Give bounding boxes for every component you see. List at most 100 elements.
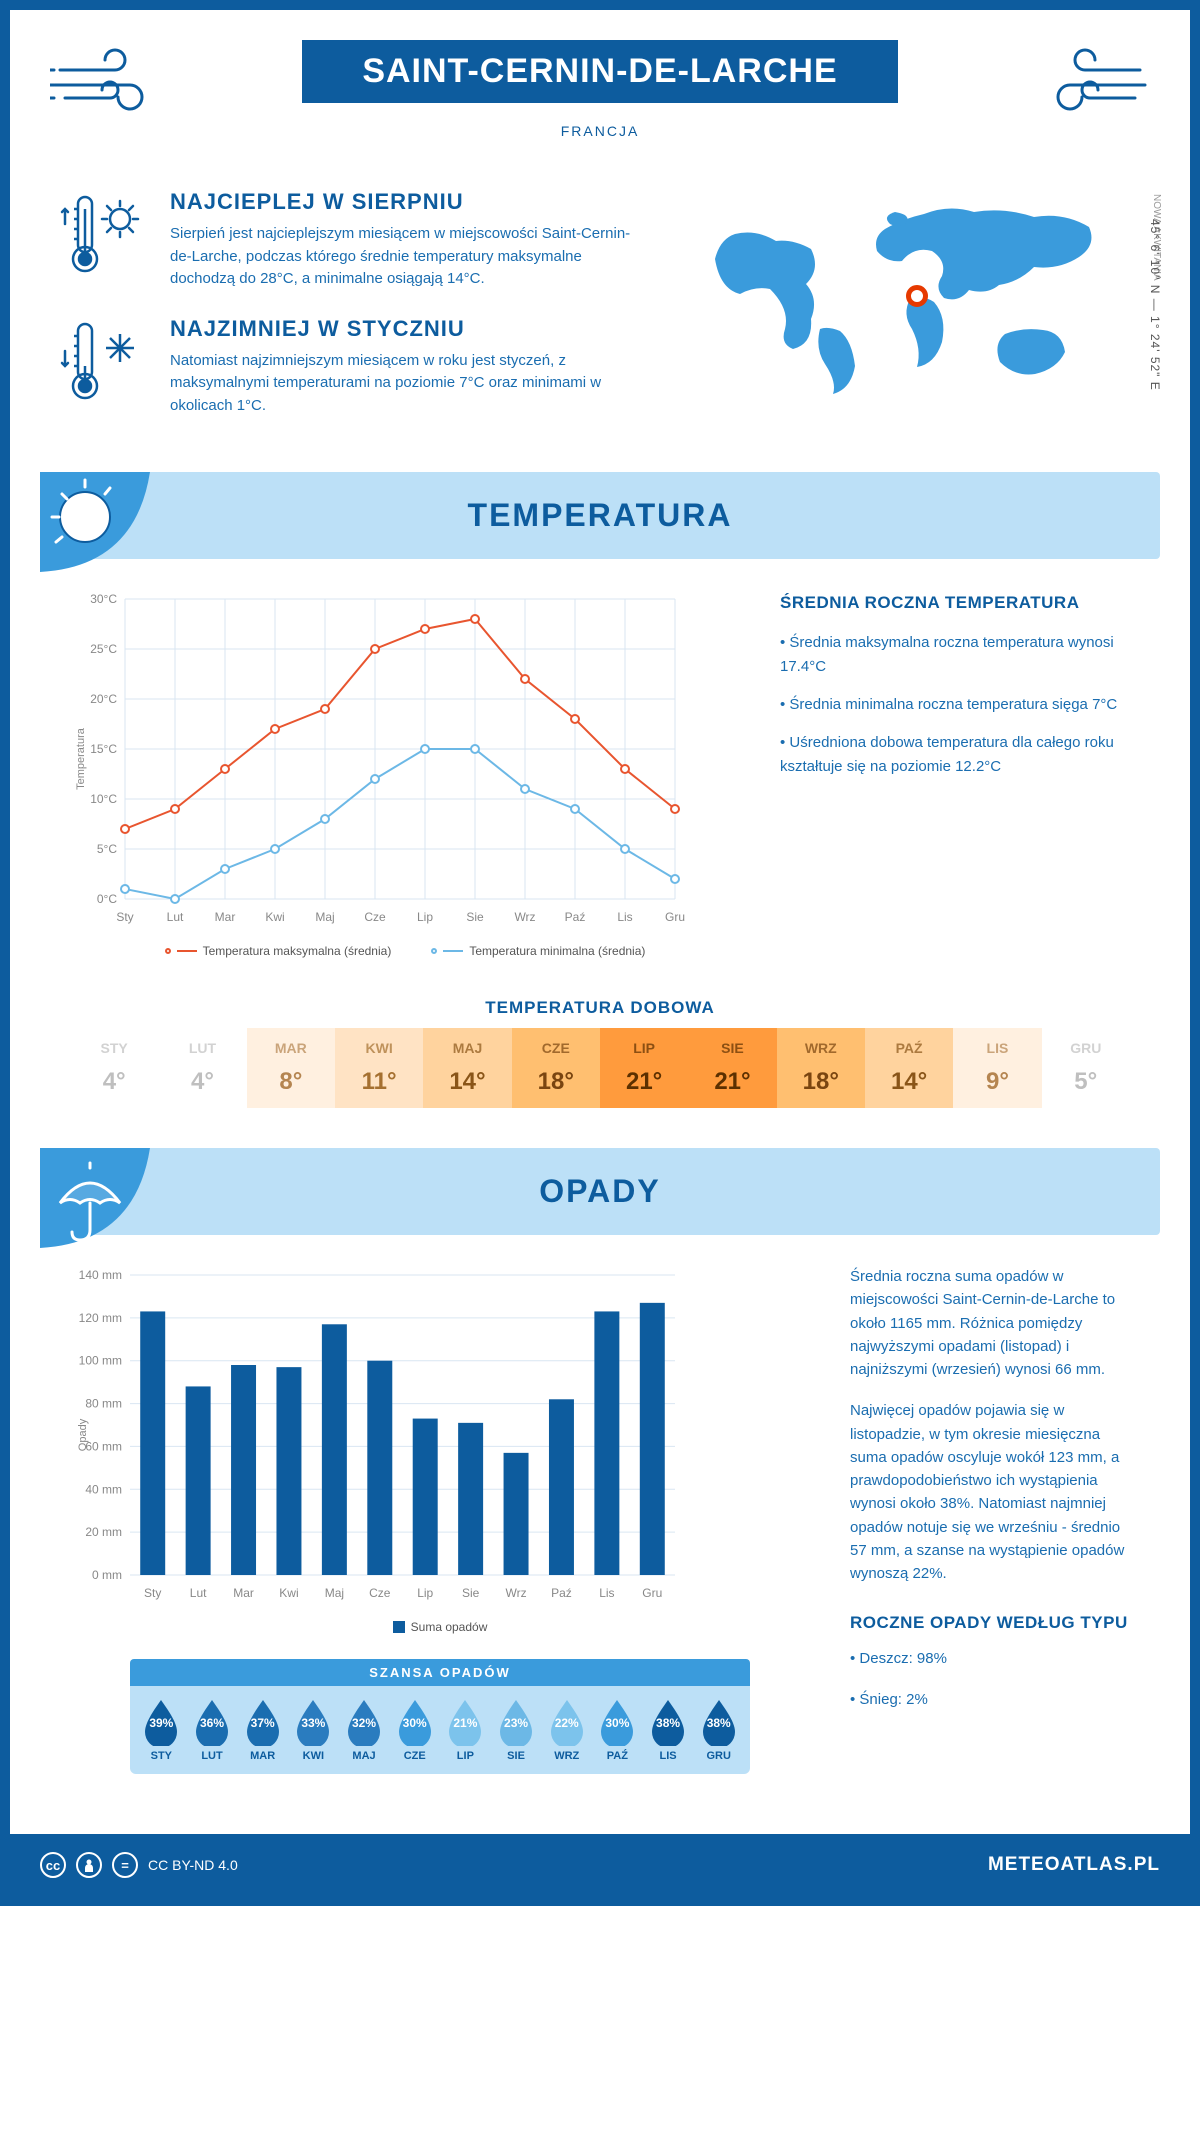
daily-cell: STY4° bbox=[70, 1028, 158, 1108]
bytype-title: ROCZNE OPADY WEDŁUG TYPU bbox=[850, 1610, 1130, 1636]
svg-text:Gru: Gru bbox=[642, 1586, 662, 1600]
svg-text:Cze: Cze bbox=[369, 1586, 391, 1600]
svg-text:20°C: 20°C bbox=[90, 692, 117, 706]
avg-temp-p2: • Średnia minimalna roczna temperatura s… bbox=[780, 693, 1130, 717]
snow-pct: • Śnieg: 2% bbox=[850, 1688, 1130, 1711]
svg-text:5°C: 5°C bbox=[97, 842, 117, 856]
world-map: NOWA AKWITANIA 45° 6' 10" N — 1° 24' 52"… bbox=[690, 189, 1140, 442]
svg-text:20 mm: 20 mm bbox=[85, 1525, 122, 1539]
chance-row: 39%STY36%LUT37%MAR33%KWI32%MAJ30%CZE21%L… bbox=[130, 1686, 750, 1774]
daily-cell: LUT4° bbox=[158, 1028, 246, 1108]
svg-text:Wrz: Wrz bbox=[514, 910, 535, 924]
chance-cell: 37%MAR bbox=[237, 1698, 288, 1762]
daily-cell: WRZ18° bbox=[777, 1028, 865, 1108]
svg-text:40 mm: 40 mm bbox=[85, 1482, 122, 1496]
sun-icon bbox=[40, 472, 150, 582]
chance-cell: 39%STY bbox=[136, 1698, 187, 1762]
svg-text:Paź: Paź bbox=[565, 910, 586, 924]
chance-cell: 21%LIP bbox=[440, 1698, 491, 1762]
svg-text:Lis: Lis bbox=[599, 1586, 614, 1600]
daily-cell: KWI11° bbox=[335, 1028, 423, 1108]
daily-cell: LIS9° bbox=[953, 1028, 1041, 1108]
daily-cell: CZE18° bbox=[512, 1028, 600, 1108]
chance-cell: 33%KWI bbox=[288, 1698, 339, 1762]
precip-p2: Najwięcej opadów pojawia się w listopadz… bbox=[850, 1399, 1130, 1585]
daily-cell: MAJ14° bbox=[423, 1028, 511, 1108]
location-marker-icon bbox=[906, 285, 928, 307]
svg-text:Mar: Mar bbox=[215, 910, 236, 924]
svg-text:Temperatura: Temperatura bbox=[75, 727, 87, 790]
temperature-line-chart: 0°C5°C10°C15°C20°C25°C30°CStyLutMarKwiMa… bbox=[70, 589, 690, 929]
svg-text:Lip: Lip bbox=[417, 1586, 433, 1600]
hottest-text: Sierpień jest najcieplejszym miesiącem w… bbox=[170, 223, 650, 291]
svg-text:Mar: Mar bbox=[233, 1586, 254, 1600]
cc-icon: cc bbox=[40, 1852, 66, 1878]
svg-text:Kwi: Kwi bbox=[279, 1586, 298, 1600]
svg-text:Gru: Gru bbox=[665, 910, 685, 924]
chart-legend: Temperatura maksymalna (średnia) Tempera… bbox=[70, 944, 740, 958]
temperature-section-title: TEMPERATURA bbox=[40, 472, 1160, 559]
hottest-block: NAJCIEPLEJ W SIERPNIU Sierpień jest najc… bbox=[60, 189, 650, 291]
avg-temp-p3: • Uśredniona dobowa temperatura dla całe… bbox=[780, 731, 1130, 779]
svg-text:Paź: Paź bbox=[551, 1586, 572, 1600]
daily-temp-table: STY4°LUT4°MAR8°KWI11°MAJ14°CZE18°LIP21°S… bbox=[70, 1028, 1130, 1108]
avg-temp-p1: • Średnia maksymalna roczna temperatura … bbox=[780, 631, 1130, 679]
thermometer-snow-icon bbox=[60, 316, 150, 406]
umbrella-icon bbox=[40, 1148, 150, 1258]
svg-text:Wrz: Wrz bbox=[505, 1586, 526, 1600]
chance-cell: 38%LIS bbox=[643, 1698, 694, 1762]
site-name: METEOATLAS.PL bbox=[988, 1854, 1160, 1876]
coordinates: 45° 6' 10" N — 1° 24' 52" E bbox=[1148, 219, 1162, 391]
chance-cell: 36%LUT bbox=[187, 1698, 238, 1762]
daily-cell: MAR8° bbox=[247, 1028, 335, 1108]
chance-cell: 22%WRZ bbox=[541, 1698, 592, 1762]
coldest-title: NAJZIMNIEJ W STYCZNIU bbox=[170, 316, 650, 342]
header: SAINT-CERNIN-DE-LARCHE FRANCJA bbox=[10, 10, 1190, 169]
license-text: CC BY-ND 4.0 bbox=[148, 1857, 238, 1873]
avg-temp-title: ŚREDNIA ROCZNA TEMPERATURA bbox=[780, 589, 1130, 616]
svg-text:Sty: Sty bbox=[144, 1586, 161, 1600]
svg-text:0 mm: 0 mm bbox=[92, 1568, 122, 1582]
hottest-title: NAJCIEPLEJ W SIERPNIU bbox=[170, 189, 650, 215]
svg-text:120 mm: 120 mm bbox=[79, 1311, 122, 1325]
thermometer-sun-icon bbox=[60, 189, 150, 279]
daily-temp-title: TEMPERATURA DOBOWA bbox=[10, 998, 1190, 1018]
svg-text:Lip: Lip bbox=[417, 910, 433, 924]
daily-cell: SIE21° bbox=[688, 1028, 776, 1108]
nd-icon: = bbox=[112, 1852, 138, 1878]
svg-text:15°C: 15°C bbox=[90, 742, 117, 756]
wind-icon bbox=[50, 40, 170, 120]
chance-cell: 30%PAŹ bbox=[592, 1698, 643, 1762]
by-icon bbox=[76, 1852, 102, 1878]
svg-text:10°C: 10°C bbox=[90, 792, 117, 806]
chance-title: SZANSA OPADÓW bbox=[130, 1659, 750, 1686]
precip-bar-chart: 0 mm20 mm40 mm60 mm80 mm100 mm120 mm140 … bbox=[70, 1265, 690, 1605]
svg-text:Sty: Sty bbox=[116, 910, 133, 924]
svg-text:Sie: Sie bbox=[462, 1586, 480, 1600]
footer: cc = CC BY-ND 4.0 METEOATLAS.PL bbox=[10, 1834, 1190, 1896]
chance-cell: 38%GRU bbox=[693, 1698, 744, 1762]
daily-cell: PAŹ14° bbox=[865, 1028, 953, 1108]
precip-p1: Średnia roczna suma opadów w miejscowośc… bbox=[850, 1265, 1130, 1381]
svg-text:Lut: Lut bbox=[167, 910, 184, 924]
chart-legend: Suma opadów bbox=[70, 1620, 810, 1634]
svg-text:140 mm: 140 mm bbox=[79, 1268, 122, 1282]
precip-section-title: OPADY bbox=[40, 1148, 1160, 1235]
wind-icon bbox=[1030, 40, 1150, 120]
coldest-text: Natomiast najzimniejszym miesiącem w rok… bbox=[170, 350, 650, 418]
chance-cell: 32%MAJ bbox=[339, 1698, 390, 1762]
rain-pct: • Deszcz: 98% bbox=[850, 1647, 1130, 1670]
svg-text:25°C: 25°C bbox=[90, 642, 117, 656]
svg-text:Maj: Maj bbox=[315, 910, 334, 924]
svg-text:60 mm: 60 mm bbox=[85, 1439, 122, 1453]
svg-text:Opady: Opady bbox=[77, 1418, 89, 1451]
daily-cell: LIP21° bbox=[600, 1028, 688, 1108]
svg-text:80 mm: 80 mm bbox=[85, 1397, 122, 1411]
page-subtitle: FRANCJA bbox=[10, 123, 1190, 139]
page-title: SAINT-CERNIN-DE-LARCHE bbox=[302, 40, 897, 103]
chance-cell: 30%CZE bbox=[389, 1698, 440, 1762]
svg-text:Lut: Lut bbox=[190, 1586, 207, 1600]
daily-cell: GRU5° bbox=[1042, 1028, 1130, 1108]
svg-text:0°C: 0°C bbox=[97, 892, 117, 906]
svg-text:Lis: Lis bbox=[617, 910, 632, 924]
